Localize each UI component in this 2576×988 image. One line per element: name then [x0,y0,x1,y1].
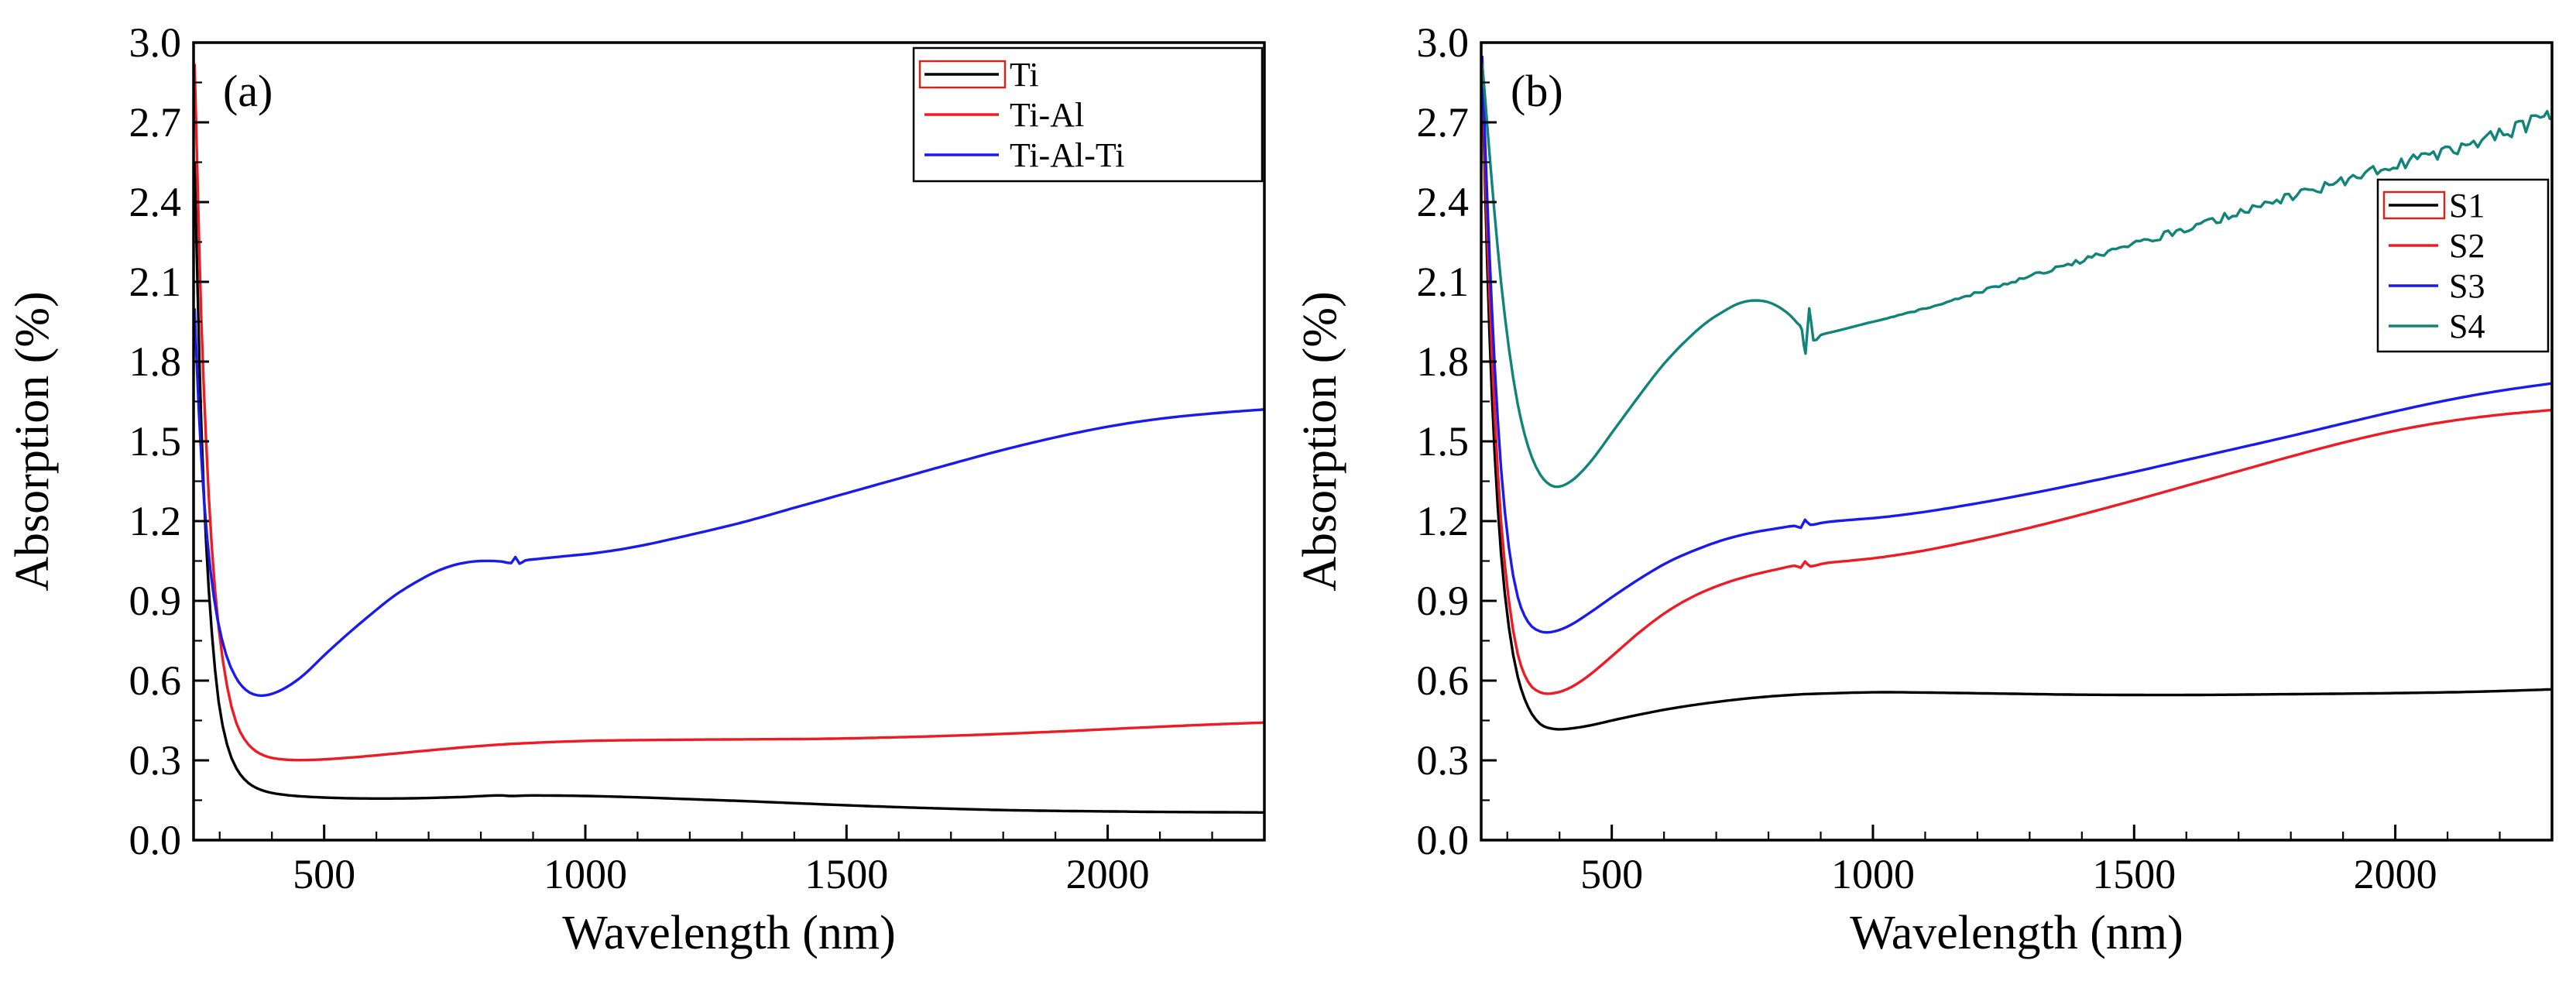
series-line-S4 [1481,63,2552,489]
x-tick-label: 2000 [1066,851,1150,897]
y-axis-label: Absorption (%) [6,291,59,591]
legend-label: Ti-Al-Ti [1010,136,1124,174]
x-tick-label: 1500 [2092,851,2176,897]
y-tick-label: 3.0 [1417,19,1470,66]
legend-label: Ti [1010,56,1039,94]
y-tick-label: 2.1 [129,259,182,305]
x-tick-label: 1000 [1831,851,1915,897]
panel-b-chart: 500 1000 1500 2000 0.0 0.3 0.6 0.9 1.2 1.5 1.8 2.1 2… [1294,19,2554,959]
y-tick-label: 1.5 [1417,418,1470,465]
series-line-S1 [1481,69,2552,731]
x-tick-label: 2000 [2354,851,2437,897]
y-tick-label: 2.1 [1417,259,1470,305]
y-tick-label: 1.5 [129,418,182,465]
y-tick-label: 0.6 [129,657,182,704]
y-tick-label: 2.7 [129,99,182,146]
y-tick-label: 2.4 [129,179,182,225]
panel-a-chart: 500 1000 1500 2000 0.0 0.3 0.6 0.9 1.2 1.5 1.8 2.1 2… [6,19,1266,959]
panel-letter: (b) [1511,66,1563,116]
panel-a: 500 1000 1500 2000 0.0 0.3 0.6 0.9 1.2 1.5 1.8 2.1 2… [6,19,1266,959]
y-tick-label: 1.2 [1417,498,1470,544]
y-tick-label: 1.8 [129,338,182,385]
y-tick-label: 1.8 [1417,338,1470,385]
series-line-Ti-Al-Ti [194,308,1264,698]
x-tick-label: 1000 [544,851,627,897]
series-line-S3 [1481,56,2552,634]
x-axis-label: Wavelength (nm) [562,907,896,959]
series-line-Ti-Al [194,63,1264,762]
legend-label: S2 [2449,227,2485,265]
y-tick-label: 0.3 [129,737,182,784]
legend-box [2376,178,2550,353]
legend-label: S1 [2449,187,2485,225]
y-tick-label: 0.0 [1417,817,1470,863]
y-tick-label: 3.0 [129,19,182,66]
legend-label: Ti-Al [1010,96,1084,134]
series-line-S2 [1481,69,2552,695]
y-tick-label: 2.7 [1417,99,1470,146]
x-tick-label: 1500 [804,851,888,897]
legend-label: S3 [2449,267,2485,305]
series-line-Ti [194,162,1264,814]
y-axis-label: Absorption (%) [1294,291,1346,591]
y-tick-label: 0.9 [1417,578,1470,624]
legend-highlight-box [2382,190,2446,220]
plot-border [1480,41,2554,842]
y-tick-label: 0.6 [1417,657,1470,704]
legend-label: S4 [2449,307,2485,345]
panel-letter: (a) [223,66,273,116]
y-tick-label: 0.0 [129,817,182,863]
y-tick-label: 1.2 [129,498,182,544]
x-tick-label: 500 [1580,851,1643,897]
y-tick-label: 2.4 [1417,179,1470,225]
legend-highlight-box [918,60,1007,89]
x-tick-label: 500 [293,851,355,897]
y-tick-label: 0.9 [129,578,182,624]
y-tick-label: 0.3 [1417,737,1470,784]
panel-b: 500 1000 1500 2000 0.0 0.3 0.6 0.9 1.2 1.5 1.8 2.1 2… [1288,0,2575,988]
x-axis-label: Wavelength (nm) [1850,907,2183,959]
